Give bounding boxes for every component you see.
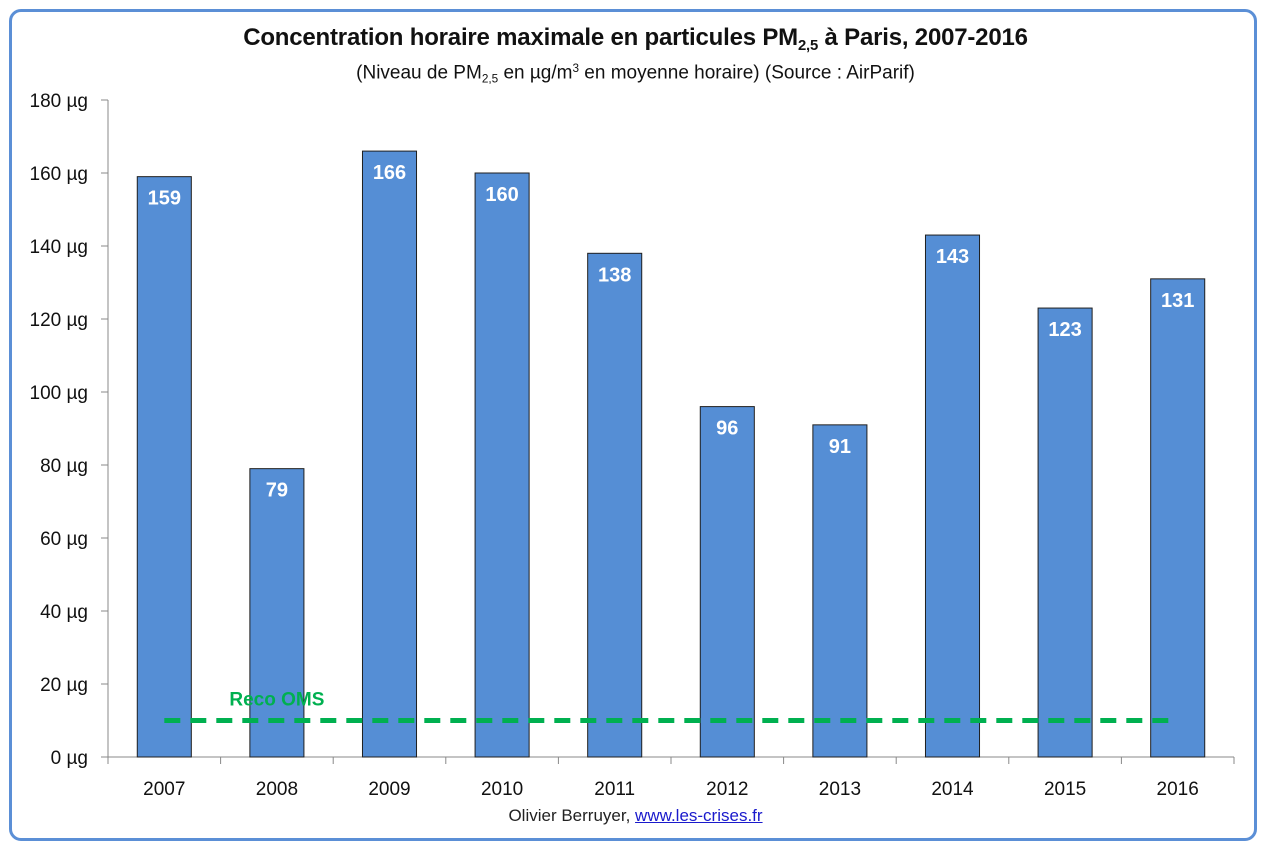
credit-link[interactable]: www.les-crises.fr xyxy=(635,806,763,825)
bar-2016 xyxy=(1150,278,1206,758)
x-tick-label-2012: 2012 xyxy=(706,779,748,800)
bar-2009 xyxy=(361,150,418,758)
data-label-2010: 160 xyxy=(485,184,518,206)
x-tick-label-2015: 2015 xyxy=(1044,779,1086,800)
y-tick-label: 180 µg xyxy=(30,91,89,112)
x-tick-label-2014: 2014 xyxy=(931,779,974,800)
data-label-2008: 79 xyxy=(266,480,288,502)
bar-2010 xyxy=(474,172,530,758)
credit: Olivier Berruyer, www.les-crises.fr xyxy=(0,806,1271,826)
chart-title: Concentration horaire maximale en partic… xyxy=(243,24,1028,55)
x-tick-label-2013: 2013 xyxy=(819,779,861,800)
reference-line-group: Reco OMS xyxy=(164,690,1178,723)
y-tick-label: 160 µg xyxy=(30,164,89,185)
data-label-2009: 166 xyxy=(373,162,406,184)
data-label-2011: 138 xyxy=(598,264,631,286)
y-tick-label: 80 µg xyxy=(40,456,88,477)
y-tick-label: 0 µg xyxy=(51,748,88,769)
y-tick-label: 120 µg xyxy=(30,310,89,331)
x-tick-label-2008: 2008 xyxy=(256,779,298,800)
x-tick-label-2010: 2010 xyxy=(481,779,523,800)
bar-2014 xyxy=(924,234,981,758)
bar-2011 xyxy=(587,252,643,758)
bar-2008 xyxy=(249,468,305,758)
bar-2012 xyxy=(699,406,755,758)
x-axis: 2007 2008 2009 2010 2011 2012 2013 2014 2015 2016 xyxy=(107,756,1235,800)
x-tick-label-2016: 2016 xyxy=(1157,779,1199,800)
y-tick-label: 60 µg xyxy=(40,529,88,550)
y-tick-label: 20 µg xyxy=(40,675,88,696)
credit-author: Olivier Berruyer, xyxy=(508,806,631,825)
data-label-2015: 123 xyxy=(1048,319,1081,341)
x-tick-label-2009: 2009 xyxy=(368,779,410,800)
data-label-2013: 91 xyxy=(829,436,851,458)
chart-subtitle: (Niveau de PM2,5 en µg/m3 en moyenne hor… xyxy=(356,62,915,86)
y-tick-label: 140 µg xyxy=(30,237,89,258)
bar-2015 xyxy=(1037,307,1093,758)
reco-oms-label: Reco OMS xyxy=(229,690,324,711)
data-label-2014: 143 xyxy=(936,246,969,268)
y-axis: 0 µg 20 µg 40 µg 60 µg 80 µg 100 µg 120 µg 140 … xyxy=(30,91,109,769)
y-tick-label: 100 µg xyxy=(30,383,89,404)
x-tick-label-2007: 2007 xyxy=(143,779,185,800)
x-tick-label-2011: 2011 xyxy=(594,779,635,800)
data-label-2016: 131 xyxy=(1161,290,1194,312)
bar-2013 xyxy=(812,424,868,758)
bars: 159 79 166 160 138 96 91 143 123 131 xyxy=(136,150,1206,758)
y-tick-label: 40 µg xyxy=(40,602,88,623)
data-label-2012: 96 xyxy=(716,418,738,440)
bar-2007 xyxy=(136,176,192,758)
data-label-2007: 159 xyxy=(148,188,181,210)
